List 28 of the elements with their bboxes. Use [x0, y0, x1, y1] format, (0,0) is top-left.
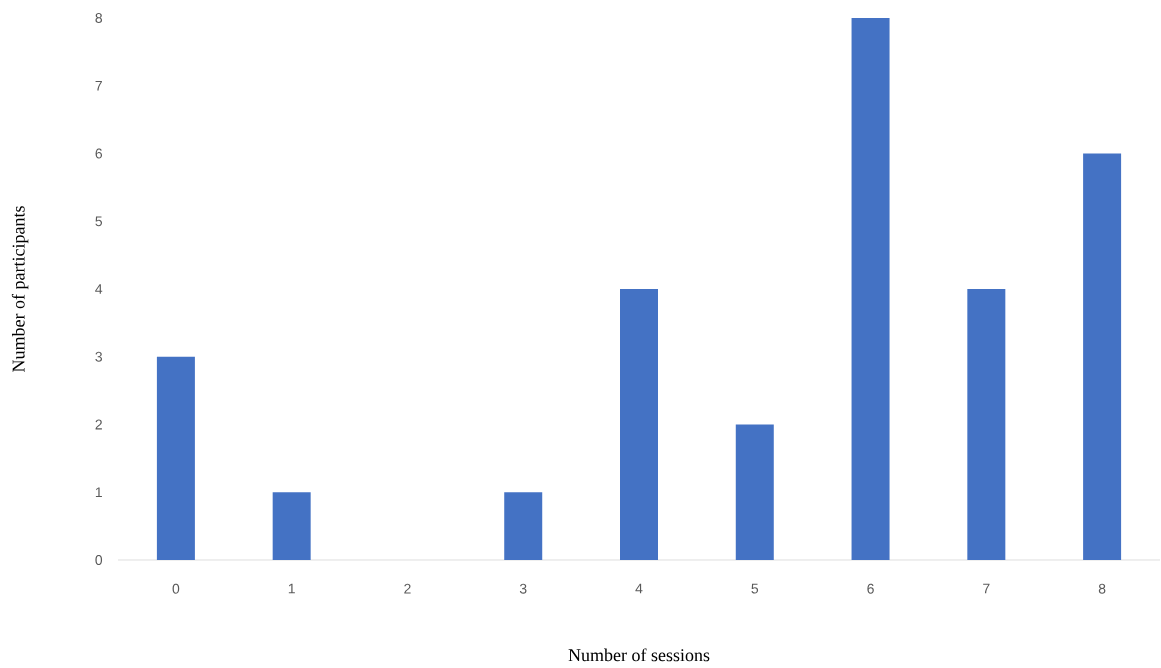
y-tick-label: 7: [95, 80, 102, 91]
x-tick-label: 5: [751, 583, 759, 594]
y-tick-label: 2: [95, 419, 102, 430]
bar: [504, 492, 543, 560]
y-tick-label: 3: [95, 351, 103, 362]
y-tick-label: 4: [95, 284, 103, 294]
x-tick-label: 4: [635, 583, 643, 594]
x-tick-label: 1: [288, 583, 295, 594]
bar: [156, 356, 195, 560]
bar: [967, 288, 1006, 560]
bar: [272, 492, 311, 560]
bar: [1083, 153, 1122, 560]
x-tick-label: 0: [172, 583, 180, 594]
bar: [620, 288, 658, 560]
bar: [851, 18, 890, 560]
y-axis-title: Number of participants: [11, 206, 29, 372]
y-tick-label: 0: [95, 555, 103, 565]
y-tick-label: 8: [95, 13, 103, 23]
x-tick-label: 2: [404, 583, 411, 594]
y-tick-label: 5: [95, 216, 103, 227]
bar: [735, 424, 774, 560]
x-tick-label: 3: [519, 583, 527, 594]
x-tick-label: 7: [983, 583, 990, 594]
y-tick-label: 6: [95, 148, 103, 159]
y-tick-label: 1: [95, 487, 102, 498]
x-tick-label: 8: [1098, 583, 1106, 594]
x-axis-title: Number of sessions: [568, 648, 710, 662]
x-tick-label: 6: [867, 583, 874, 594]
